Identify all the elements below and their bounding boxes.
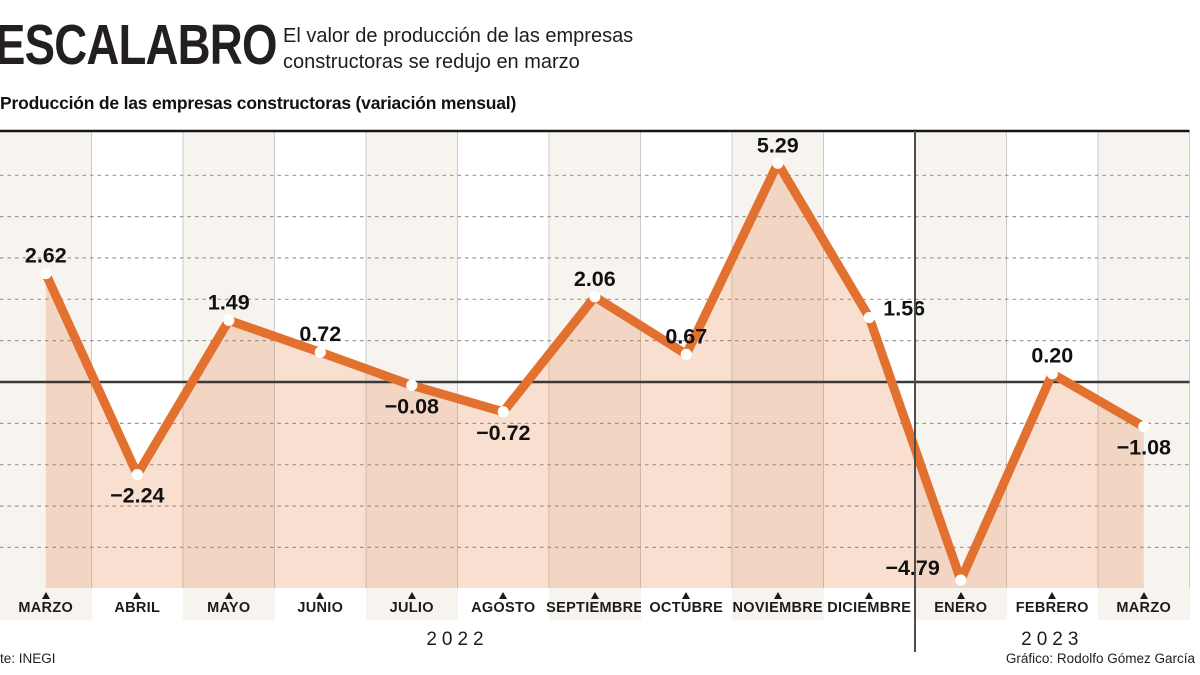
column-band — [0, 131, 92, 588]
year-divider-line — [914, 131, 916, 652]
value-label: 5.29 — [757, 133, 799, 157]
data-point-marker — [589, 291, 601, 303]
page-title: ESCALABRO — [0, 13, 277, 77]
data-point-marker — [40, 268, 52, 280]
value-label: −2.24 — [110, 484, 164, 508]
credit-label: Gráfico: Rodolfo Gómez García — [1005, 651, 1195, 666]
month-tick-triangle-icon — [773, 592, 782, 599]
data-point-marker — [1138, 421, 1150, 433]
month-cell: ABRIL — [91, 588, 183, 620]
subtitle-line-2: constructoras se redujo en marzo — [283, 51, 580, 73]
data-point-marker — [314, 346, 326, 358]
value-label: 0.67 — [665, 324, 707, 348]
value-label: 2.06 — [574, 267, 616, 291]
month-tick-triangle-icon — [865, 592, 874, 599]
month-label: OCTUBRE — [649, 600, 724, 616]
value-label: −4.79 — [885, 556, 939, 580]
month-tick-triangle-icon — [590, 592, 599, 599]
month-label: SEPTIEMBRE — [546, 600, 644, 616]
column-band — [823, 131, 915, 588]
column-band — [366, 131, 458, 588]
value-label: −0.08 — [385, 394, 439, 418]
month-label: MAYO — [207, 600, 251, 616]
month-label: ABRIL — [114, 600, 161, 616]
month-label: JULIO — [389, 600, 434, 616]
month-label: NOVIEMBRE — [732, 600, 823, 616]
month-tick-triangle-icon — [1139, 592, 1148, 599]
column-band — [549, 131, 641, 588]
column-band — [183, 131, 275, 588]
month-tick-triangle-icon — [682, 592, 691, 599]
month-cell: DICIEMBRE — [823, 588, 915, 620]
data-point-marker — [406, 379, 418, 391]
month-tick-triangle-icon — [316, 592, 325, 599]
month-label: JUNIO — [297, 600, 344, 616]
month-label: MARZO — [18, 600, 74, 616]
data-point-marker — [772, 157, 784, 169]
month-cell: JULIO — [366, 588, 458, 620]
year-label: 2022 — [426, 629, 489, 650]
value-label: 1.56 — [883, 297, 925, 321]
source-label: te: INEGI — [0, 651, 56, 666]
month-tick-triangle-icon — [407, 592, 416, 599]
month-cell: OCTUBRE — [640, 588, 732, 620]
month-tick-triangle-icon — [224, 592, 233, 599]
data-point-marker — [223, 314, 235, 326]
month-cell: NOVIEMBRE — [732, 588, 824, 620]
value-label: 1.49 — [208, 290, 250, 314]
month-label: MARZO — [1116, 600, 1172, 616]
month-cell: JUNIO — [274, 588, 366, 620]
month-cell: MARZO — [0, 588, 92, 620]
month-label: AGOSTO — [471, 600, 536, 616]
area-fill — [45, 163, 1144, 589]
data-point-marker — [680, 348, 692, 360]
column-band — [1006, 131, 1098, 588]
value-label: 2.62 — [25, 244, 67, 268]
column-band — [1098, 131, 1190, 588]
month-cell: AGOSTO — [457, 588, 549, 620]
month-cell: MAYO — [183, 588, 275, 620]
data-point-marker — [131, 469, 143, 481]
month-tick-triangle-icon — [956, 592, 965, 599]
month-tick-triangle-icon — [133, 592, 142, 599]
value-label: −0.72 — [476, 421, 530, 445]
subtitle-line-1: El valor de producción de las empresas — [283, 25, 634, 47]
month-label: FEBRERO — [1015, 600, 1089, 616]
month-tick-triangle-icon — [499, 592, 508, 599]
value-label: 0.72 — [299, 322, 341, 346]
month-cell: SEPTIEMBRE — [546, 588, 644, 620]
column-band — [457, 131, 549, 588]
data-point-marker — [1046, 368, 1058, 380]
month-cell: FEBRERO — [1006, 588, 1098, 620]
chart-title: Producción de las empresas constructoras… — [0, 93, 517, 113]
value-label: −1.08 — [1117, 436, 1171, 460]
month-tick-triangle-icon — [1048, 592, 1057, 599]
month-label: DICIEMBRE — [827, 600, 912, 616]
data-point-marker — [497, 406, 509, 418]
data-point-marker — [863, 311, 875, 324]
value-label: 0.20 — [1031, 344, 1073, 368]
month-cell: MARZO — [1098, 588, 1190, 620]
data-point-marker — [955, 574, 967, 586]
year-label: 2023 — [1021, 629, 1084, 650]
month-cell: ENERO — [915, 588, 1007, 620]
month-tick-triangle-icon — [41, 592, 50, 599]
month-label: ENERO — [934, 600, 988, 616]
page-subtitle: El valor de producción de las empresas c… — [283, 23, 633, 75]
column-band — [91, 131, 183, 588]
